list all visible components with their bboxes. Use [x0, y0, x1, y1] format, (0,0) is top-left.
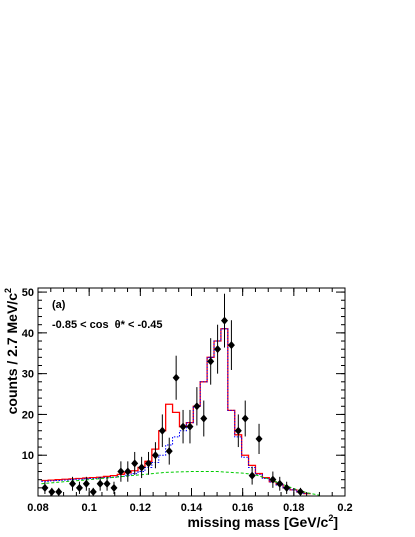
data-point [248, 466, 256, 485]
data-point-marker [248, 471, 256, 480]
data-point [200, 400, 208, 437]
data-point [179, 409, 187, 444]
x-tick-label: 0.18 [283, 502, 304, 514]
data-point [41, 481, 49, 494]
y-axis-title-main: counts / 2.7 MeV/c [4, 293, 20, 415]
data-point-marker [241, 414, 249, 423]
data-point [124, 461, 132, 482]
data-point-marker [82, 479, 90, 488]
data-point-marker [124, 467, 132, 476]
data-point-marker [172, 373, 180, 382]
x-axis-title-main: missing mass [GeV/c [187, 514, 328, 530]
data-point-marker [283, 483, 291, 492]
data-point [131, 451, 139, 475]
cut-label: -0.85 < cos θ* < -0.45 [52, 319, 163, 331]
fit-total-histogram [41, 328, 311, 495]
data-point-marker [41, 483, 49, 492]
data-point [207, 338, 215, 385]
data-point-marker [96, 479, 104, 488]
data-point [103, 476, 111, 491]
data-point-marker [269, 475, 277, 484]
x-tick-label: 0.14 [181, 502, 203, 514]
data-point-marker [255, 434, 263, 443]
data-point-marker [103, 479, 111, 488]
x-tick-label: 0.16 [232, 502, 253, 514]
y-axis-title: counts / 2.7 MeV/c2 [3, 288, 20, 414]
data-point [138, 456, 146, 479]
y-tick-label: 30 [22, 369, 34, 381]
data-point-marker [110, 483, 118, 492]
x-tick-label: 0.12 [130, 502, 151, 514]
data-point-marker [75, 483, 83, 492]
data-point [283, 481, 291, 494]
data-point [145, 451, 153, 475]
x-tick-label: 0.2 [337, 502, 352, 514]
data-point-marker [48, 487, 56, 496]
data-point-marker [193, 402, 201, 411]
data-points [41, 293, 304, 496]
data-point-marker [131, 459, 139, 468]
x-tick-label: 0.08 [27, 502, 48, 514]
histograms [41, 328, 320, 496]
data-point-marker [138, 463, 146, 472]
data-point-marker [151, 451, 159, 460]
data-point [158, 414, 166, 448]
data-point-marker [207, 357, 215, 366]
data-point-marker [221, 316, 229, 325]
data-point [269, 471, 277, 488]
data-point [241, 400, 249, 437]
data-point-marker [214, 345, 222, 354]
data-point [69, 476, 77, 491]
y-tick-label: 10 [22, 450, 34, 462]
data-point [110, 481, 118, 494]
data-point-marker [227, 341, 235, 350]
data-point [48, 487, 56, 496]
data-point [214, 324, 222, 374]
y-tick-label: 40 [22, 328, 34, 340]
data-point-marker [234, 426, 242, 435]
data-point-marker [145, 459, 153, 468]
axes: 0.08 0.1 0.12 0.14 0.16 0.18 0.2 10 20 30 40 50 [22, 287, 353, 514]
data-point-marker [89, 487, 97, 496]
signal-histogram [41, 328, 311, 495]
data-point-marker [158, 426, 166, 435]
data-point-marker [117, 467, 125, 476]
data-point-marker [276, 479, 284, 488]
data-point-marker [296, 487, 304, 496]
data-point [276, 476, 284, 491]
data-point [117, 461, 125, 482]
data-point [234, 414, 242, 448]
data-point-marker [200, 414, 208, 423]
data-point [75, 481, 83, 494]
data-point [186, 409, 194, 444]
y-tick-label: 20 [22, 409, 34, 421]
data-point-marker [165, 447, 173, 456]
y-tick-label: 50 [22, 287, 34, 299]
data-point [296, 487, 304, 496]
data-point-marker [186, 422, 194, 431]
data-point [55, 487, 63, 496]
data-point-marker [179, 422, 187, 431]
background-curve [41, 471, 320, 496]
data-point [151, 442, 159, 469]
data-point-marker [69, 479, 77, 488]
x-axis-title-sup: 2 [328, 513, 333, 523]
data-point [193, 387, 201, 426]
x-axis-title: missing mass [GeV/c2] [187, 513, 338, 530]
data-point [227, 320, 235, 370]
data-point [221, 293, 229, 348]
y-axis-title-sup: 2 [3, 288, 13, 293]
data-point [255, 423, 263, 454]
data-point [172, 355, 180, 400]
x-axis-title-end: ] [333, 514, 338, 530]
panel-label: (a) [52, 299, 66, 311]
data-point [96, 476, 104, 491]
data-point [89, 487, 97, 496]
data-point [82, 476, 90, 491]
data-point-marker [55, 487, 63, 496]
x-tick-label: 0.1 [82, 502, 97, 514]
data-point [165, 437, 173, 465]
